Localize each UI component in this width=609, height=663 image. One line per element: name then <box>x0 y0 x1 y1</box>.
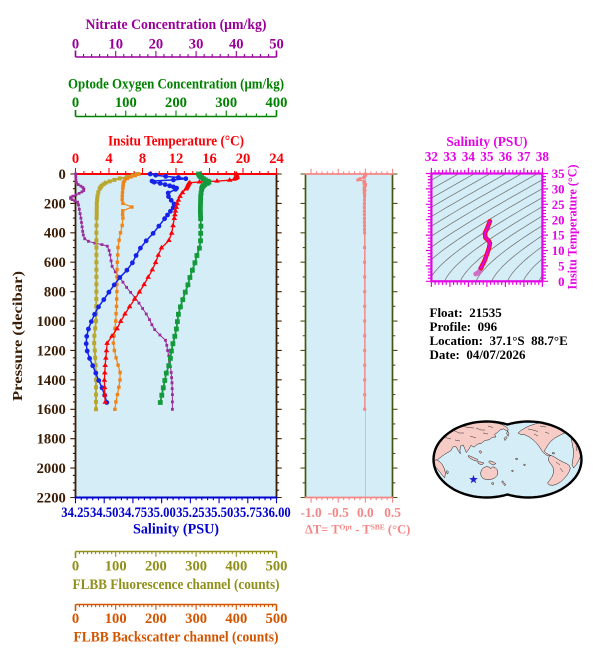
svg-text:36: 36 <box>499 149 513 164</box>
svg-text:10: 10 <box>108 37 123 53</box>
svg-text:0: 0 <box>72 611 79 627</box>
svg-text:Optode Oxygen Concentration (μ: Optode Oxygen Concentration (μm/kg) <box>68 77 284 93</box>
svg-text:Pressure (decibar): Pressure (decibar) <box>11 271 26 401</box>
svg-text:0: 0 <box>59 167 66 183</box>
svg-text:32: 32 <box>425 149 439 164</box>
svg-text:4: 4 <box>105 151 113 167</box>
svg-text:0: 0 <box>72 151 79 167</box>
svg-text:1600: 1600 <box>37 402 66 418</box>
svg-text:Location: 37.1°S 88.7°E: Location: 37.1°S 88.7°E <box>430 333 568 348</box>
svg-text:Salinity (PSU): Salinity (PSU) <box>133 522 219 538</box>
svg-text:300: 300 <box>185 611 207 627</box>
svg-text:-0.5: -0.5 <box>328 505 350 520</box>
svg-text:12: 12 <box>169 151 184 167</box>
svg-text:100: 100 <box>105 611 127 627</box>
svg-text:Profile: 096: Profile: 096 <box>430 319 498 334</box>
svg-text:200: 200 <box>44 196 66 212</box>
svg-text:Salinity (PSU): Salinity (PSU) <box>446 134 527 149</box>
svg-text:0: 0 <box>72 37 79 53</box>
svg-text:400: 400 <box>266 95 288 111</box>
svg-text:35.50: 35.50 <box>205 505 234 521</box>
svg-text:2200: 2200 <box>37 490 66 506</box>
svg-text:35: 35 <box>480 149 494 164</box>
svg-text:25: 25 <box>552 198 565 212</box>
svg-text:40: 40 <box>229 37 244 53</box>
svg-text:Date: 04/07/2026: Date: 04/07/2026 <box>430 347 527 362</box>
svg-text:50: 50 <box>269 37 284 53</box>
svg-text:400: 400 <box>225 559 247 575</box>
svg-text:38: 38 <box>536 149 550 164</box>
svg-text:34.75: 34.75 <box>119 505 148 521</box>
svg-text:Insitu Temperature (°C): Insitu Temperature (°C) <box>566 165 580 290</box>
svg-text:20: 20 <box>236 151 251 167</box>
svg-text:800: 800 <box>44 285 66 301</box>
svg-text:33: 33 <box>443 149 457 164</box>
svg-text:1400: 1400 <box>37 373 66 389</box>
svg-text:FLBB Fluorescence channel (cou: FLBB Fluorescence channel (counts) <box>73 577 280 593</box>
svg-text:30: 30 <box>552 183 565 197</box>
svg-text:1000: 1000 <box>37 314 66 330</box>
svg-text:Float: 21535: Float: 21535 <box>430 305 503 320</box>
svg-text:8: 8 <box>139 151 146 167</box>
svg-text:35: 35 <box>552 167 565 181</box>
svg-text:0.5: 0.5 <box>384 505 401 520</box>
svg-text:300: 300 <box>185 559 207 575</box>
svg-text:ΔT= TOpt - TSBE (°C): ΔT= TOpt - TSBE (°C) <box>305 522 410 536</box>
svg-text:35.00: 35.00 <box>147 505 176 521</box>
svg-text:16: 16 <box>202 151 217 167</box>
svg-text:34.25: 34.25 <box>61 505 90 521</box>
svg-text:Insitu Temperature (°C): Insitu Temperature (°C) <box>108 134 244 150</box>
svg-text:37: 37 <box>517 149 531 164</box>
svg-text:20: 20 <box>552 213 565 227</box>
svg-text:100: 100 <box>115 95 137 111</box>
svg-text:1200: 1200 <box>37 343 66 359</box>
svg-text:34: 34 <box>462 149 476 164</box>
svg-text:0: 0 <box>72 559 79 575</box>
svg-text:-1.0: -1.0 <box>300 505 322 520</box>
svg-text:200: 200 <box>165 95 187 111</box>
svg-text:400: 400 <box>44 226 66 242</box>
svg-text:200: 200 <box>145 611 167 627</box>
svg-text:1800: 1800 <box>37 432 66 448</box>
svg-text:30: 30 <box>189 37 204 53</box>
svg-text:15: 15 <box>552 229 565 243</box>
svg-text:500: 500 <box>266 559 288 575</box>
svg-text:24: 24 <box>269 151 284 167</box>
svg-text:Nitrate Concentration (μm/kg): Nitrate Concentration (μm/kg) <box>86 17 267 33</box>
svg-text:0.0: 0.0 <box>357 505 374 520</box>
svg-text:5: 5 <box>558 260 564 274</box>
svg-text:34.50: 34.50 <box>90 505 119 521</box>
svg-text:20: 20 <box>149 37 164 53</box>
svg-text:10: 10 <box>552 244 565 258</box>
svg-text:0: 0 <box>72 95 79 111</box>
svg-text:35.25: 35.25 <box>176 505 205 521</box>
svg-text:600: 600 <box>44 255 66 271</box>
svg-text:35.75: 35.75 <box>234 505 263 521</box>
svg-text:100: 100 <box>105 559 127 575</box>
svg-text:400: 400 <box>225 611 247 627</box>
svg-text:0: 0 <box>558 275 564 289</box>
svg-text:FLBB Backscatter channel (coun: FLBB Backscatter channel (counts) <box>74 630 279 646</box>
svg-text:2000: 2000 <box>37 461 66 477</box>
svg-text:300: 300 <box>215 95 237 111</box>
svg-text:500: 500 <box>266 611 288 627</box>
svg-text:36.00: 36.00 <box>262 505 291 521</box>
svg-text:200: 200 <box>145 559 167 575</box>
